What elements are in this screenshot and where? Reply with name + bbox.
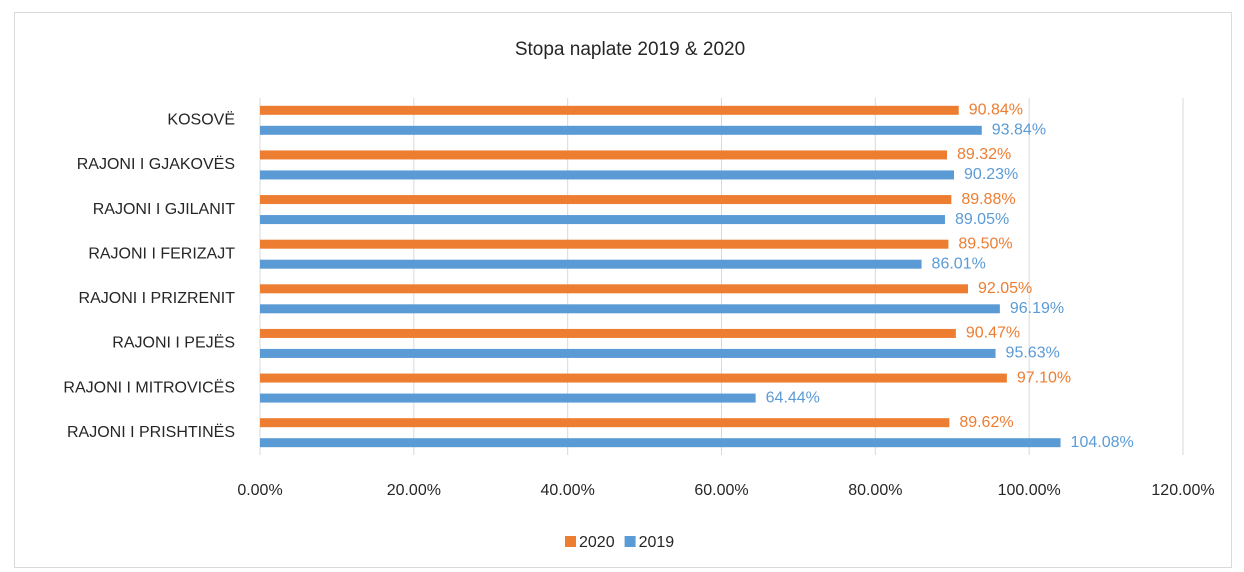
- value-label: 92.05%: [978, 280, 1032, 297]
- x-tick-label: 100.00%: [998, 482, 1061, 499]
- value-label: 90.23%: [964, 166, 1018, 183]
- chart-title: Stopa naplate 2019 & 2020: [515, 39, 745, 60]
- bar: [260, 393, 756, 403]
- bar: [260, 215, 945, 225]
- bar: [260, 373, 1007, 383]
- value-label: 95.63%: [1006, 345, 1060, 362]
- bar: [260, 284, 969, 294]
- x-tick-label: 120.00%: [1151, 482, 1214, 499]
- bar: [260, 348, 996, 358]
- value-label: 90.84%: [969, 102, 1023, 119]
- value-label: 64.44%: [766, 389, 820, 406]
- y-tick-label: RAJONI I GJILANIT: [93, 201, 235, 218]
- x-tick-label: 0.00%: [237, 482, 282, 499]
- bar: [260, 195, 952, 205]
- x-tick-label: 40.00%: [541, 482, 595, 499]
- value-label: 90.47%: [966, 325, 1020, 342]
- value-label: 86.01%: [932, 255, 986, 272]
- value-label: 104.08%: [1071, 434, 1134, 451]
- bar: [260, 328, 956, 338]
- value-label: 89.88%: [961, 191, 1015, 208]
- bar: [260, 304, 1000, 314]
- y-tick-label: RAJONI I MITROVICËS: [63, 378, 235, 396]
- y-tick-label: RAJONI I GJAKOVËS: [77, 155, 235, 173]
- value-label: 97.10%: [1017, 369, 1071, 386]
- y-tick-label: KOSOVË: [167, 111, 235, 129]
- bar: [260, 239, 949, 249]
- value-label: 93.84%: [992, 122, 1046, 139]
- bar: [260, 105, 959, 115]
- x-tick-label: 20.00%: [387, 482, 441, 499]
- bar: [260, 125, 982, 135]
- value-label: 89.32%: [957, 146, 1011, 163]
- x-tick-label: 60.00%: [694, 482, 748, 499]
- bar: [260, 259, 922, 269]
- legend-swatch: [624, 536, 636, 547]
- value-label: 89.62%: [959, 414, 1013, 431]
- bar: [260, 150, 948, 160]
- bar: [260, 418, 950, 428]
- x-tick-label: 80.00%: [848, 482, 902, 499]
- value-label: 96.19%: [1010, 300, 1064, 317]
- y-tick-label: RAJONI I PRIZRENIT: [79, 290, 236, 307]
- y-tick-label: RAJONI I PEJËS: [112, 334, 235, 352]
- bar: [260, 170, 955, 180]
- value-label: 89.50%: [958, 235, 1012, 252]
- value-label: 89.05%: [955, 211, 1009, 228]
- legend-swatch: [565, 536, 576, 547]
- y-tick-label: RAJONI I PRISHTINËS: [67, 423, 235, 441]
- legend-label: 2019: [639, 534, 675, 551]
- legend-label: 2020: [579, 534, 615, 551]
- y-tick-label: RAJONI I FERIZAJT: [88, 245, 235, 262]
- bar: [260, 438, 1061, 448]
